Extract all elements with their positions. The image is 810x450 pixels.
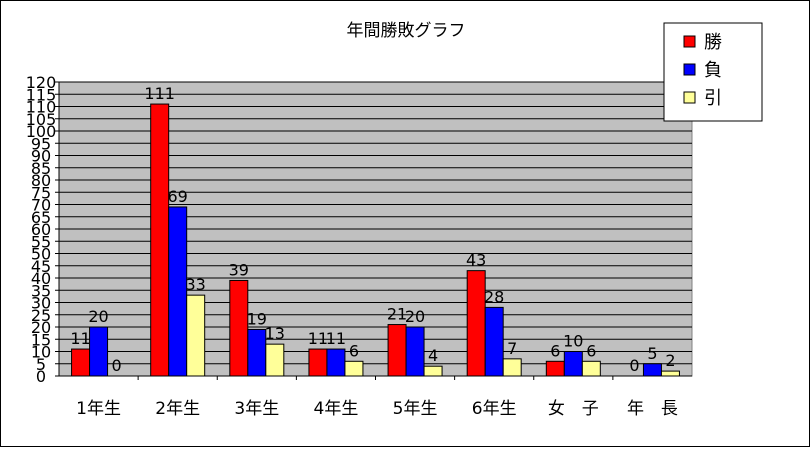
bar bbox=[89, 326, 109, 377]
data-label: 20 bbox=[405, 307, 425, 326]
data-label: 21 bbox=[387, 305, 407, 324]
data-label: 6 bbox=[349, 341, 359, 360]
x-tick-label: 年 長 bbox=[627, 399, 678, 419]
y-tick-label: 90 bbox=[31, 147, 51, 166]
y-tick-label: 20 bbox=[31, 318, 51, 337]
x-tick-label: 女 子 bbox=[548, 399, 599, 419]
data-label: 111 bbox=[144, 84, 175, 103]
y-tick-label: 80 bbox=[31, 171, 51, 190]
y-tick-label: 40 bbox=[31, 269, 51, 288]
legend-swatch bbox=[683, 35, 696, 48]
bar bbox=[150, 103, 170, 377]
y-tick-label: 30 bbox=[31, 294, 51, 313]
bar bbox=[484, 306, 504, 377]
bar bbox=[423, 365, 443, 377]
data-label: 0 bbox=[111, 356, 121, 375]
legend-swatch bbox=[683, 91, 696, 104]
y-tick-label: 85 bbox=[31, 159, 51, 178]
y-tick-label: 110 bbox=[26, 98, 57, 117]
legend-swatch bbox=[683, 63, 696, 76]
data-label: 39 bbox=[229, 260, 249, 279]
data-label: 43 bbox=[466, 251, 486, 270]
data-label: 11 bbox=[326, 329, 346, 348]
bar bbox=[642, 363, 662, 377]
data-label: 2 bbox=[665, 351, 675, 370]
data-label: 11 bbox=[308, 329, 328, 348]
y-tick-label: 70 bbox=[31, 196, 51, 215]
data-label: 5 bbox=[647, 344, 657, 363]
y-tick-label: 75 bbox=[31, 183, 51, 202]
bar bbox=[502, 358, 522, 377]
bar bbox=[265, 343, 285, 377]
y-tick-label: 60 bbox=[31, 220, 51, 239]
legend-box bbox=[663, 22, 763, 122]
x-tick-label: 3年生 bbox=[234, 399, 279, 419]
bar bbox=[308, 348, 328, 377]
y-tick-label: 35 bbox=[31, 281, 51, 300]
data-label: 13 bbox=[265, 324, 285, 343]
data-label: 6 bbox=[586, 341, 596, 360]
x-tick-label: 2年生 bbox=[155, 399, 200, 419]
bar bbox=[563, 351, 583, 377]
bar bbox=[344, 360, 364, 377]
bar bbox=[168, 206, 188, 377]
y-tick-label: 115 bbox=[26, 85, 57, 104]
y-tick-label: 65 bbox=[31, 208, 51, 227]
chart-title: 年間勝敗グラフ bbox=[347, 21, 466, 41]
bar bbox=[387, 324, 407, 377]
data-label: 4 bbox=[428, 346, 438, 365]
legend-label: 負 bbox=[704, 60, 722, 81]
y-tick-label: 15 bbox=[31, 330, 51, 349]
data-label: 6 bbox=[550, 341, 560, 360]
data-label: 19 bbox=[247, 309, 267, 328]
x-tick-label: 5年生 bbox=[393, 399, 438, 419]
y-tick-label: 25 bbox=[31, 306, 51, 325]
data-label: 28 bbox=[484, 287, 504, 306]
y-axis: 0510152025303540455055606570758085909510… bbox=[26, 73, 59, 386]
data-label: 69 bbox=[168, 187, 188, 206]
legend: 勝負引 bbox=[663, 22, 763, 122]
legend-label: 引 bbox=[704, 88, 722, 109]
data-label: 11 bbox=[70, 329, 90, 348]
bar bbox=[405, 326, 425, 377]
y-tick-label: 95 bbox=[31, 134, 51, 153]
x-tick-label: 1年生 bbox=[76, 399, 121, 419]
data-label: 7 bbox=[507, 339, 517, 358]
data-label: 0 bbox=[629, 356, 639, 375]
bars bbox=[71, 103, 680, 377]
y-tick-label: 120 bbox=[26, 73, 57, 92]
bar bbox=[229, 279, 249, 377]
y-tick-label: 50 bbox=[31, 245, 51, 264]
data-label: 20 bbox=[88, 307, 108, 326]
y-tick-label: 105 bbox=[26, 110, 57, 129]
bar bbox=[247, 328, 267, 377]
y-tick-label: 0 bbox=[36, 367, 46, 386]
x-axis: 1年生 2年生 3年生 4年生 5年生 6年生 女 子 年 長 bbox=[76, 376, 678, 419]
y-tick-label: 10 bbox=[31, 343, 51, 362]
legend-label: 勝 bbox=[704, 32, 722, 53]
bar bbox=[545, 360, 565, 377]
x-tick-label: 4年生 bbox=[314, 399, 359, 419]
x-tick-label: 6年生 bbox=[472, 399, 517, 419]
bar bbox=[581, 360, 601, 377]
y-tick-label: 45 bbox=[31, 257, 51, 276]
bar bbox=[186, 294, 206, 377]
y-tick-label: 5 bbox=[36, 355, 46, 374]
bar bbox=[71, 348, 91, 377]
data-label: 33 bbox=[186, 275, 206, 294]
data-label: 10 bbox=[563, 332, 583, 351]
y-tick-label: 55 bbox=[31, 232, 51, 251]
bar bbox=[326, 348, 346, 377]
bar bbox=[466, 270, 486, 377]
y-tick-label: 100 bbox=[26, 122, 57, 141]
bar bbox=[660, 370, 680, 377]
